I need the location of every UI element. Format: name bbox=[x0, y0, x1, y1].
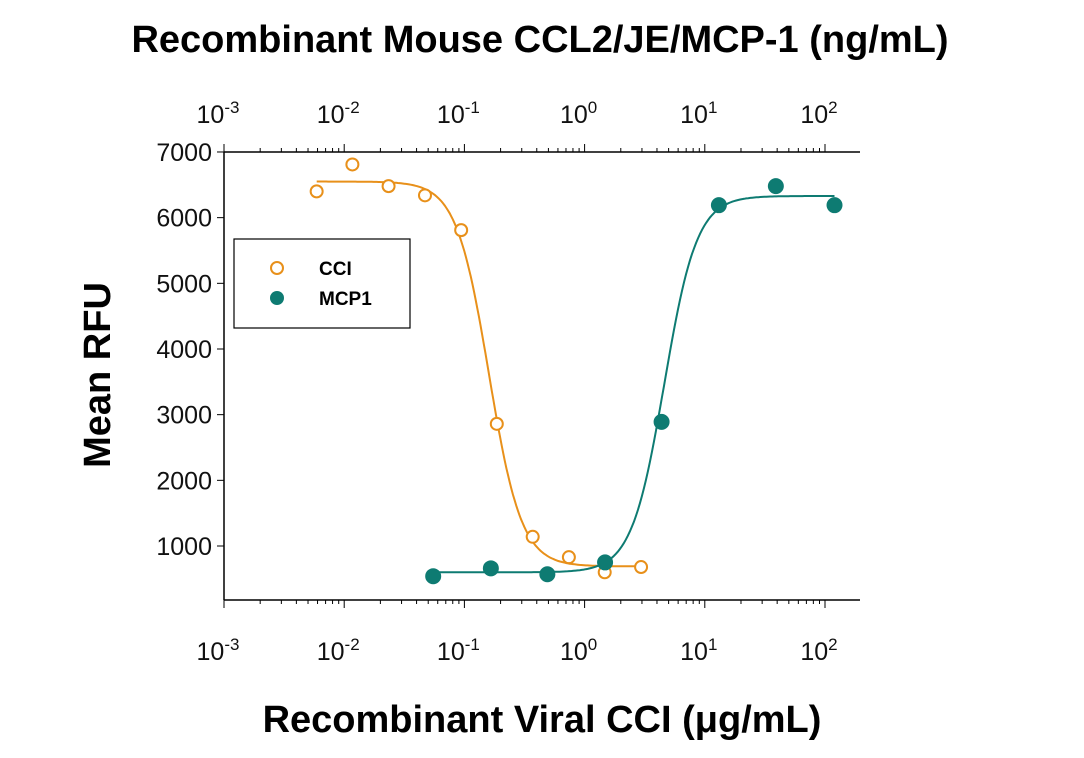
x-tick-label-bottom: 102 bbox=[800, 635, 837, 666]
x-tick-label-top: 100 bbox=[560, 98, 597, 129]
data-point-cci bbox=[489, 416, 504, 431]
data-point-mcp1 bbox=[767, 178, 784, 195]
legend-label-mcp1: MCP1 bbox=[319, 289, 372, 310]
legend-label-cci: CCI bbox=[319, 259, 352, 280]
legend: CCI MCP1 bbox=[233, 238, 411, 329]
x-tick-label-bottom: 10-2 bbox=[317, 635, 360, 666]
data-point-mcp1 bbox=[597, 554, 614, 571]
chart-title: Recombinant Mouse CCL2/JE/MCP-1 (ng/mL) bbox=[131, 19, 948, 61]
y-tick-label: 4000 bbox=[156, 336, 212, 364]
x-tick-label-bottom: 101 bbox=[680, 635, 717, 666]
legend-marker-mcp1 bbox=[270, 291, 284, 305]
fit-curve-mcp1 bbox=[433, 195, 835, 574]
x-tick-label-bottom: 10-1 bbox=[437, 635, 480, 666]
data-point-cci bbox=[634, 560, 649, 575]
data-point-cci bbox=[309, 184, 324, 199]
x-tick-label-bottom: 100 bbox=[560, 635, 597, 666]
y-tick-label: 3000 bbox=[156, 402, 212, 430]
x-tick-label-top: 10-1 bbox=[437, 98, 480, 129]
data-point-cci bbox=[417, 188, 432, 203]
fit-curve-cci bbox=[316, 180, 642, 568]
data-point-cci bbox=[561, 550, 576, 565]
data-point-cci bbox=[525, 529, 540, 544]
y-tick-label: 2000 bbox=[156, 467, 212, 495]
legend-marker-cci bbox=[270, 261, 284, 275]
data-point-mcp1 bbox=[425, 568, 442, 585]
data-point-mcp1 bbox=[710, 197, 727, 214]
x-tick-label-top: 10-2 bbox=[317, 98, 360, 129]
data-point-mcp1 bbox=[539, 566, 556, 583]
x-tick-label-top: 101 bbox=[680, 98, 717, 129]
y-tick-label: 5000 bbox=[156, 270, 212, 298]
x-tick-label-top: 10-3 bbox=[197, 98, 240, 129]
y-tick-label: 6000 bbox=[156, 205, 212, 233]
data-point-cci bbox=[345, 157, 360, 172]
data-point-cci bbox=[381, 179, 396, 194]
x-tick-label-top: 102 bbox=[800, 98, 837, 129]
y-axis-label: Mean RFU bbox=[77, 282, 119, 468]
data-point-mcp1 bbox=[826, 197, 843, 214]
x-tick-label-bottom: 10-3 bbox=[197, 635, 240, 666]
x-axis-label: Recombinant Viral CCI (μg/mL) bbox=[263, 699, 822, 741]
legend-box bbox=[233, 238, 411, 329]
data-point-mcp1 bbox=[653, 413, 670, 430]
y-tick-label: 7000 bbox=[156, 139, 212, 167]
data-point-mcp1 bbox=[482, 560, 499, 577]
data-point-cci bbox=[454, 223, 469, 238]
y-tick-label: 1000 bbox=[156, 533, 212, 561]
